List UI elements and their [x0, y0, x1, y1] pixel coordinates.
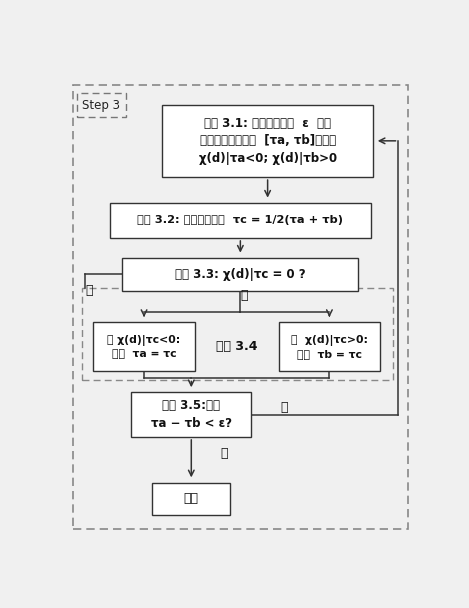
FancyBboxPatch shape [77, 93, 126, 117]
FancyBboxPatch shape [152, 483, 230, 516]
FancyBboxPatch shape [131, 393, 251, 437]
FancyBboxPatch shape [279, 322, 380, 371]
Text: 是: 是 [220, 447, 228, 460]
FancyBboxPatch shape [162, 105, 373, 177]
FancyBboxPatch shape [73, 85, 408, 530]
FancyBboxPatch shape [122, 258, 358, 291]
Text: 当 χ(d)|τc<0:
定义  τa = τc: 当 χ(d)|τc<0: 定义 τa = τc [107, 334, 181, 359]
Text: 当  χ(d)|τc>0:
定义  τb = τc: 当 χ(d)|τc>0: 定义 τb = τc [291, 334, 368, 359]
Text: Step 3: Step 3 [82, 98, 120, 112]
Text: 步骤 3.2: 定义时滞变量  τc = 1/2(τa + τb): 步骤 3.2: 定义时滞变量 τc = 1/2(τa + τb) [137, 215, 343, 226]
Text: 是: 是 [86, 284, 93, 297]
Text: 结束: 结束 [184, 492, 199, 505]
FancyBboxPatch shape [93, 322, 195, 371]
Text: 步骤 3.4: 步骤 3.4 [216, 340, 257, 353]
FancyBboxPatch shape [110, 203, 371, 238]
Text: 步骤 3.1: 确定搜索精度  ε  和时
滞的初始搜索区间  [τa, τb]，其中
χ(d)|τa<0; χ(d)|τb>0: 步骤 3.1: 确定搜索精度 ε 和时 滞的初始搜索区间 [τa, τb]，其中… [198, 117, 337, 165]
Text: 步骤 3.3: χ(d)|τc = 0 ?: 步骤 3.3: χ(d)|τc = 0 ? [175, 268, 306, 281]
Text: 否: 否 [280, 401, 287, 414]
Text: 否: 否 [240, 289, 248, 302]
Text: 步骤 3.5:判断
τa − τb < ε?: 步骤 3.5:判断 τa − τb < ε? [151, 399, 232, 430]
